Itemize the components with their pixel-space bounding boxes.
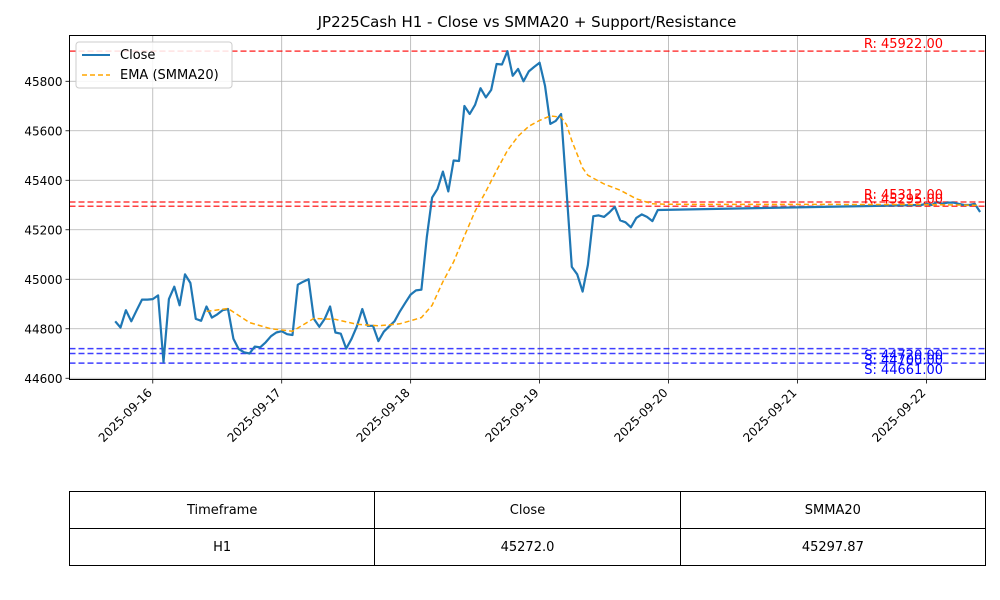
support-label: S: 44661.00 — [864, 363, 943, 378]
series-lines — [114, 49, 982, 364]
legend-smma-label: EMA (SMMA20) — [120, 68, 219, 83]
header-close: Close — [374, 491, 681, 529]
support-label: S: 44700.00 — [864, 354, 943, 369]
x-tick-label: 2025-09-16 — [96, 386, 155, 445]
resistance-label: R: 45922.00 — [864, 37, 943, 52]
header-smma20: SMMA20 — [679, 491, 987, 529]
summary-table: Timeframe Close SMMA20 H1 45272.0 45297.… — [68, 491, 987, 566]
x-tick-label: 2025-09-20 — [611, 386, 670, 445]
table-row: H1 45272.0 45297.87 — [68, 528, 987, 566]
resistance-label: R: 45312.00 — [864, 188, 943, 203]
y-tick-label: 45800 — [24, 75, 62, 89]
legend-box — [75, 41, 233, 89]
chart-title: JP225Cash H1 - Close vs SMMA20 + Support… — [317, 13, 737, 31]
y-tick-label: 45400 — [24, 174, 62, 188]
table-header-row: Timeframe Close SMMA20 — [68, 491, 987, 529]
plot-frame — [69, 35, 986, 380]
grid-lines — [69, 35, 986, 380]
close-series-line — [114, 49, 982, 364]
cell-smma20: 45297.87 — [679, 528, 987, 566]
level-labels: R: 45922.00 R: 45312.00R: 45295.00 S: 4472… — [864, 37, 943, 378]
y-tick-label: 45200 — [24, 223, 62, 237]
x-tick-label: 2025-09-18 — [354, 386, 413, 445]
x-tick-label: 2025-09-19 — [482, 386, 541, 445]
legend-close-label: Close — [120, 48, 155, 63]
x-tick-label: 2025-09-17 — [225, 386, 284, 445]
x-tick-label: 2025-09-21 — [740, 386, 799, 445]
header-timeframe: Timeframe — [68, 491, 376, 529]
x-tick-label: 2025-09-22 — [869, 386, 928, 445]
y-tick-label: 44800 — [24, 322, 62, 336]
price-chart: JP225Cash H1 - Close vs SMMA20 + Support… — [24, 13, 986, 445]
y-tick-label: 45600 — [24, 124, 62, 138]
smma20-series-line — [206, 115, 981, 332]
y-tick-label: 44600 — [24, 372, 62, 386]
cell-timeframe: H1 — [68, 528, 376, 566]
y-tick-label: 45000 — [24, 273, 62, 287]
cell-close: 45272.0 — [374, 528, 681, 566]
resistance-label: R: 45295.00 — [864, 192, 943, 207]
support-label: S: 44720.00 — [864, 349, 943, 364]
legend: Close EMA (SMMA20) — [75, 41, 233, 89]
